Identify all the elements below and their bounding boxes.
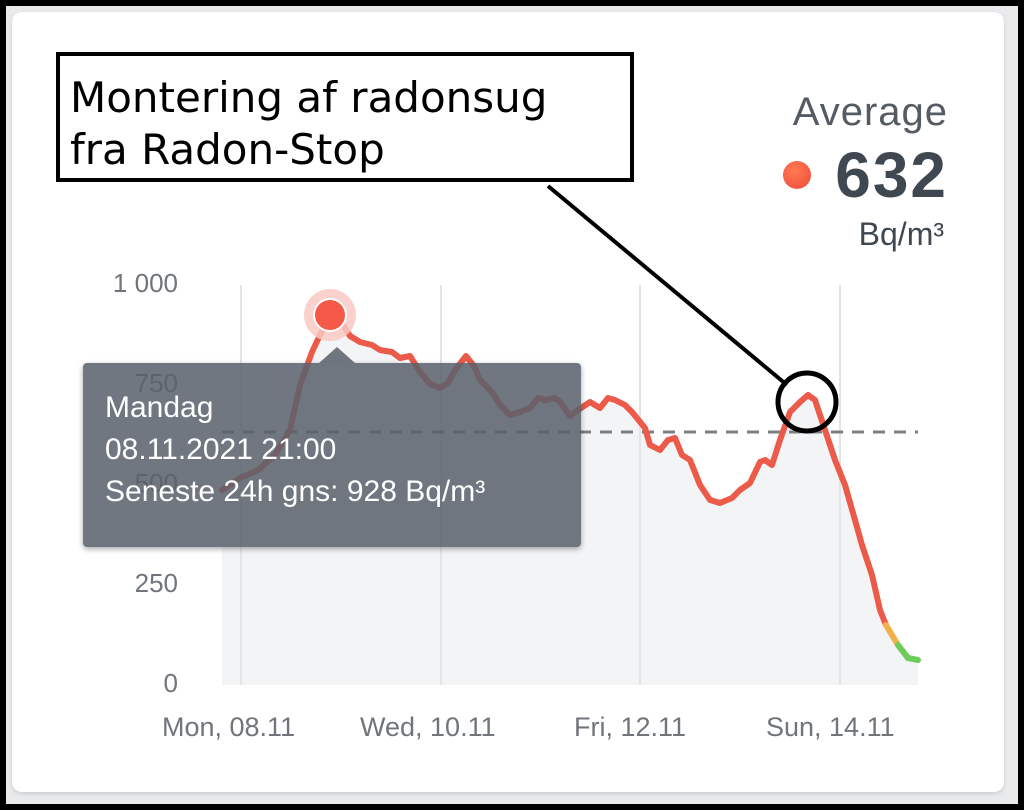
- y-tick-250: 250: [134, 568, 178, 598]
- x-tick-sun: Sun, 14.11: [766, 712, 895, 742]
- data-tooltip: Mandag 08.11.2021 21:00 Seneste 24h gns:…: [83, 347, 581, 547]
- average-unit: Bq/m³: [858, 216, 944, 252]
- y-tick-1000: 1 000: [112, 268, 178, 298]
- annotation-text: Montering af radonsug fra Radon-Stop: [70, 72, 547, 176]
- tooltip-value: Seneste 24h gns: 928 Bq/m³: [105, 475, 486, 508]
- annotation-line-1: Montering af radonsug: [70, 73, 548, 122]
- annotation-connector: [546, 184, 789, 387]
- average-value-row: 632: [783, 138, 948, 212]
- status-dot-icon: [783, 161, 812, 189]
- annotation-line-2: fra Radon-Stop: [70, 125, 385, 174]
- annotation-circle: [775, 370, 839, 434]
- radon-line-moderate: [883, 622, 901, 648]
- highlighted-data-point[interactable]: [313, 298, 347, 332]
- tooltip-day: Mandag: [105, 391, 214, 424]
- x-tick-wed: Wed, 10.11: [360, 712, 496, 742]
- radon-line-good: [895, 642, 921, 663]
- average-label: Average: [792, 90, 948, 134]
- x-tick-mon: Mon, 08.11: [162, 712, 296, 742]
- radon-line: [219, 315, 889, 628]
- tooltip-datetime: 08.11.2021 21:00: [105, 433, 337, 466]
- y-tick-0: 0: [163, 668, 178, 698]
- x-tick-fri: Fri, 12.11: [574, 712, 687, 742]
- annotation-box: Montering af radonsug fra Radon-Stop: [56, 52, 634, 182]
- average-value: 632: [835, 139, 948, 211]
